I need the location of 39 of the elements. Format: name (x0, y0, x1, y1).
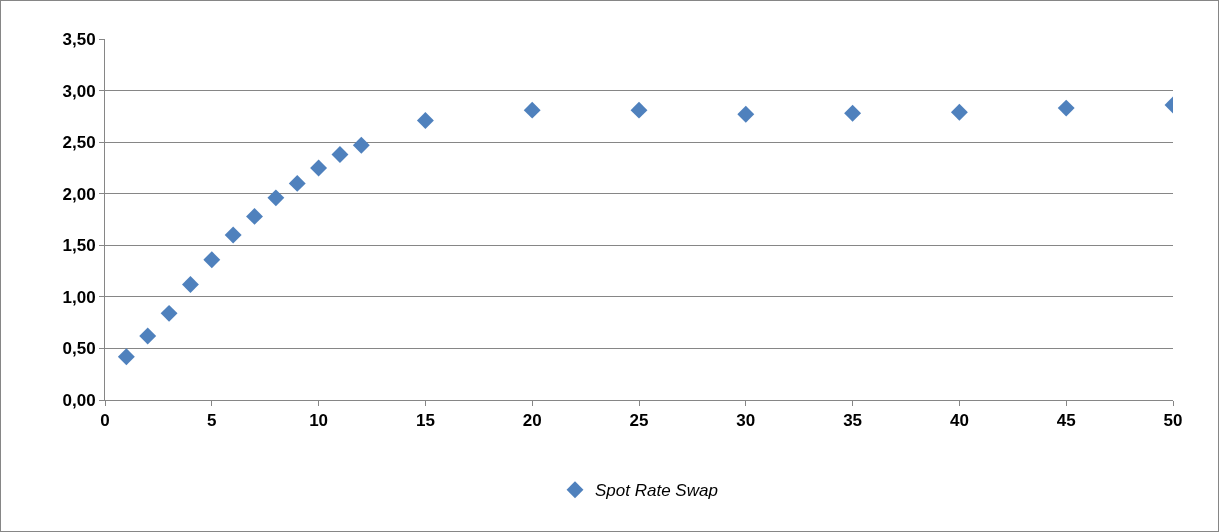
y-tick-label: 0,50 (62, 339, 96, 359)
point (288, 174, 306, 192)
point (117, 348, 135, 366)
x-tick-label: 0 (100, 411, 110, 431)
y-tick-label: 0,00 (62, 390, 96, 410)
point (224, 226, 242, 244)
point (950, 103, 968, 121)
y-tick-label: 2,00 (62, 184, 96, 204)
x-tick-label: 45 (1056, 411, 1076, 431)
point (844, 104, 862, 122)
x-tick-label: 35 (843, 411, 863, 431)
point (630, 101, 648, 119)
x-tick-label: 40 (949, 411, 969, 431)
y-tick-label: 3,50 (62, 29, 96, 49)
x-tick-label: 10 (309, 411, 329, 431)
x-tick-label: 50 (1163, 411, 1183, 431)
y-tick-label: 1,00 (62, 287, 96, 307)
x-tick-label: 5 (207, 411, 217, 431)
y-tick-label: 1,50 (62, 236, 96, 256)
point (181, 276, 199, 293)
point (352, 136, 370, 154)
point (310, 159, 328, 177)
point (203, 251, 221, 269)
y-tick-label: 2,50 (62, 133, 96, 153)
point (523, 101, 541, 119)
x-tick-label: 20 (522, 411, 542, 431)
point (160, 304, 178, 322)
legend-label: Spot Rate Swap (595, 481, 718, 501)
y-tick-label: 3,00 (62, 81, 96, 101)
point (267, 189, 285, 207)
point (737, 105, 755, 123)
x-tick-label: 30 (736, 411, 756, 431)
point (139, 327, 157, 345)
point (246, 207, 263, 225)
point (1057, 99, 1075, 117)
point (416, 112, 434, 129)
x-tick-label: 25 (629, 411, 649, 431)
x-tick-label: 15 (415, 411, 435, 431)
point (331, 146, 349, 163)
